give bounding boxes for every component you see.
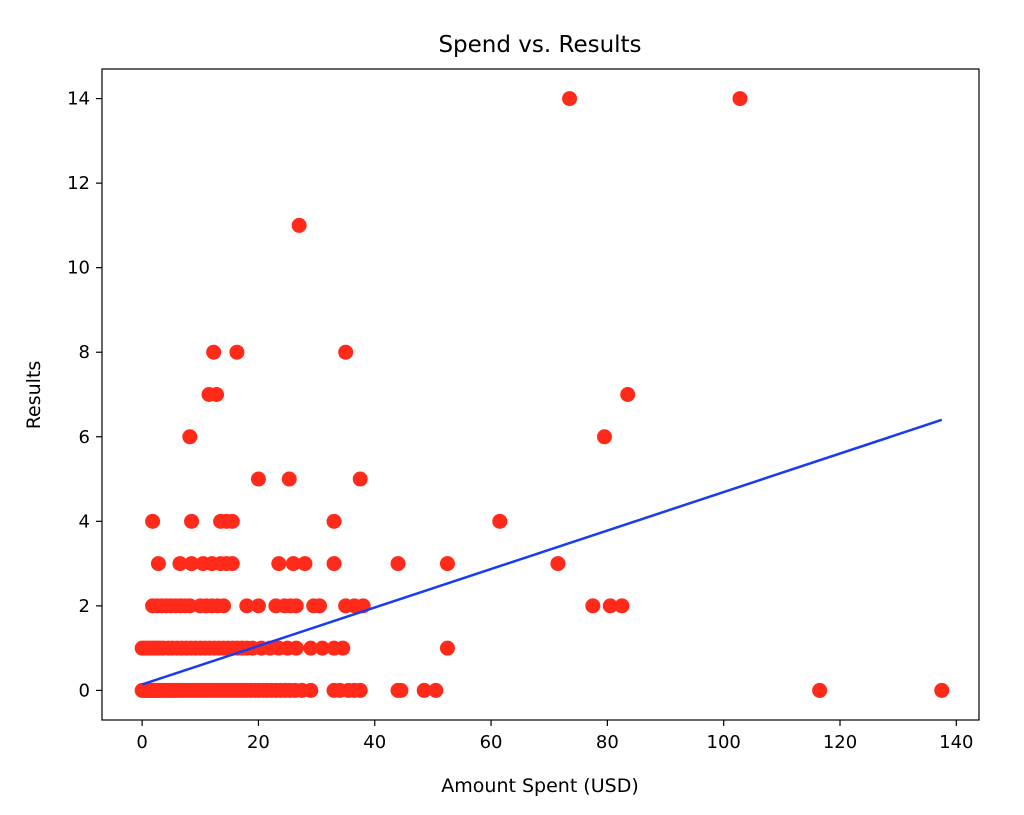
data-point	[393, 682, 409, 698]
y-tick-label: 4	[79, 511, 90, 532]
data-point	[439, 556, 455, 572]
x-tick-label: 0	[136, 732, 147, 753]
data-point	[439, 640, 455, 656]
data-point	[291, 217, 307, 233]
y-axis-title: Results	[23, 361, 45, 430]
x-tick-label: 100	[707, 732, 741, 753]
data-point	[182, 429, 198, 445]
x-tick-label: 60	[480, 732, 503, 753]
y-tick-label: 0	[79, 680, 90, 701]
data-point	[216, 598, 232, 614]
y-tick-label: 8	[79, 342, 90, 363]
data-point	[585, 598, 601, 614]
data-point	[303, 640, 319, 656]
data-point	[281, 471, 297, 487]
y-axis: 0 2 4 6 8 10 12 14	[67, 89, 102, 701]
data-point	[314, 640, 330, 656]
x-axis-title: Amount Spent (USD)	[441, 775, 638, 797]
y-tick-label: 14	[67, 89, 90, 110]
data-point	[229, 344, 245, 360]
fit-line-layer	[141, 418, 943, 686]
data-point	[326, 556, 342, 572]
data-point	[812, 682, 828, 698]
x-axis: 0 20 40 60 80 100 120 140	[136, 720, 973, 753]
data-point	[184, 513, 200, 529]
data-point	[352, 471, 368, 487]
data-point	[550, 556, 566, 572]
data-point	[172, 556, 188, 572]
data-point	[297, 556, 313, 572]
data-point	[224, 556, 240, 572]
chart-title: Spend vs. Results	[438, 32, 641, 58]
data-point	[288, 598, 304, 614]
data-point	[285, 556, 301, 572]
y-tick-label: 10	[67, 258, 90, 279]
plot-area-frame	[101, 68, 980, 721]
data-point	[145, 513, 161, 529]
data-point	[250, 471, 266, 487]
data-point	[732, 91, 748, 107]
y-tick-label: 2	[79, 596, 90, 617]
x-tick-label: 80	[596, 732, 619, 753]
data-point	[250, 598, 266, 614]
data-point	[492, 513, 508, 529]
data-point	[312, 598, 328, 614]
y-tick-label: 12	[67, 173, 90, 194]
data-point	[288, 640, 304, 656]
data-point	[562, 91, 578, 107]
data-point	[224, 513, 240, 529]
data-point	[338, 344, 354, 360]
data-point	[614, 598, 630, 614]
data-point	[934, 682, 950, 698]
data-point	[182, 598, 198, 614]
trend-line	[141, 418, 943, 686]
data-points-layer	[134, 91, 950, 698]
data-point	[184, 556, 200, 572]
y-tick-label: 6	[79, 427, 90, 448]
data-point	[416, 682, 432, 698]
data-point	[352, 682, 368, 698]
data-point	[209, 387, 225, 402]
x-tick-label: 140	[939, 732, 973, 753]
x-tick-label: 120	[823, 732, 857, 753]
data-point	[596, 429, 612, 445]
data-point	[326, 513, 342, 529]
data-point	[206, 344, 222, 360]
data-point	[428, 682, 444, 698]
x-tick-label: 20	[247, 732, 270, 753]
data-point	[390, 556, 406, 572]
data-point	[303, 682, 319, 698]
data-point	[620, 387, 636, 402]
data-point	[239, 598, 255, 614]
data-point	[271, 556, 287, 572]
x-tick-label: 40	[363, 732, 386, 753]
data-point	[335, 640, 351, 656]
data-point	[602, 598, 618, 614]
data-point	[150, 556, 166, 572]
